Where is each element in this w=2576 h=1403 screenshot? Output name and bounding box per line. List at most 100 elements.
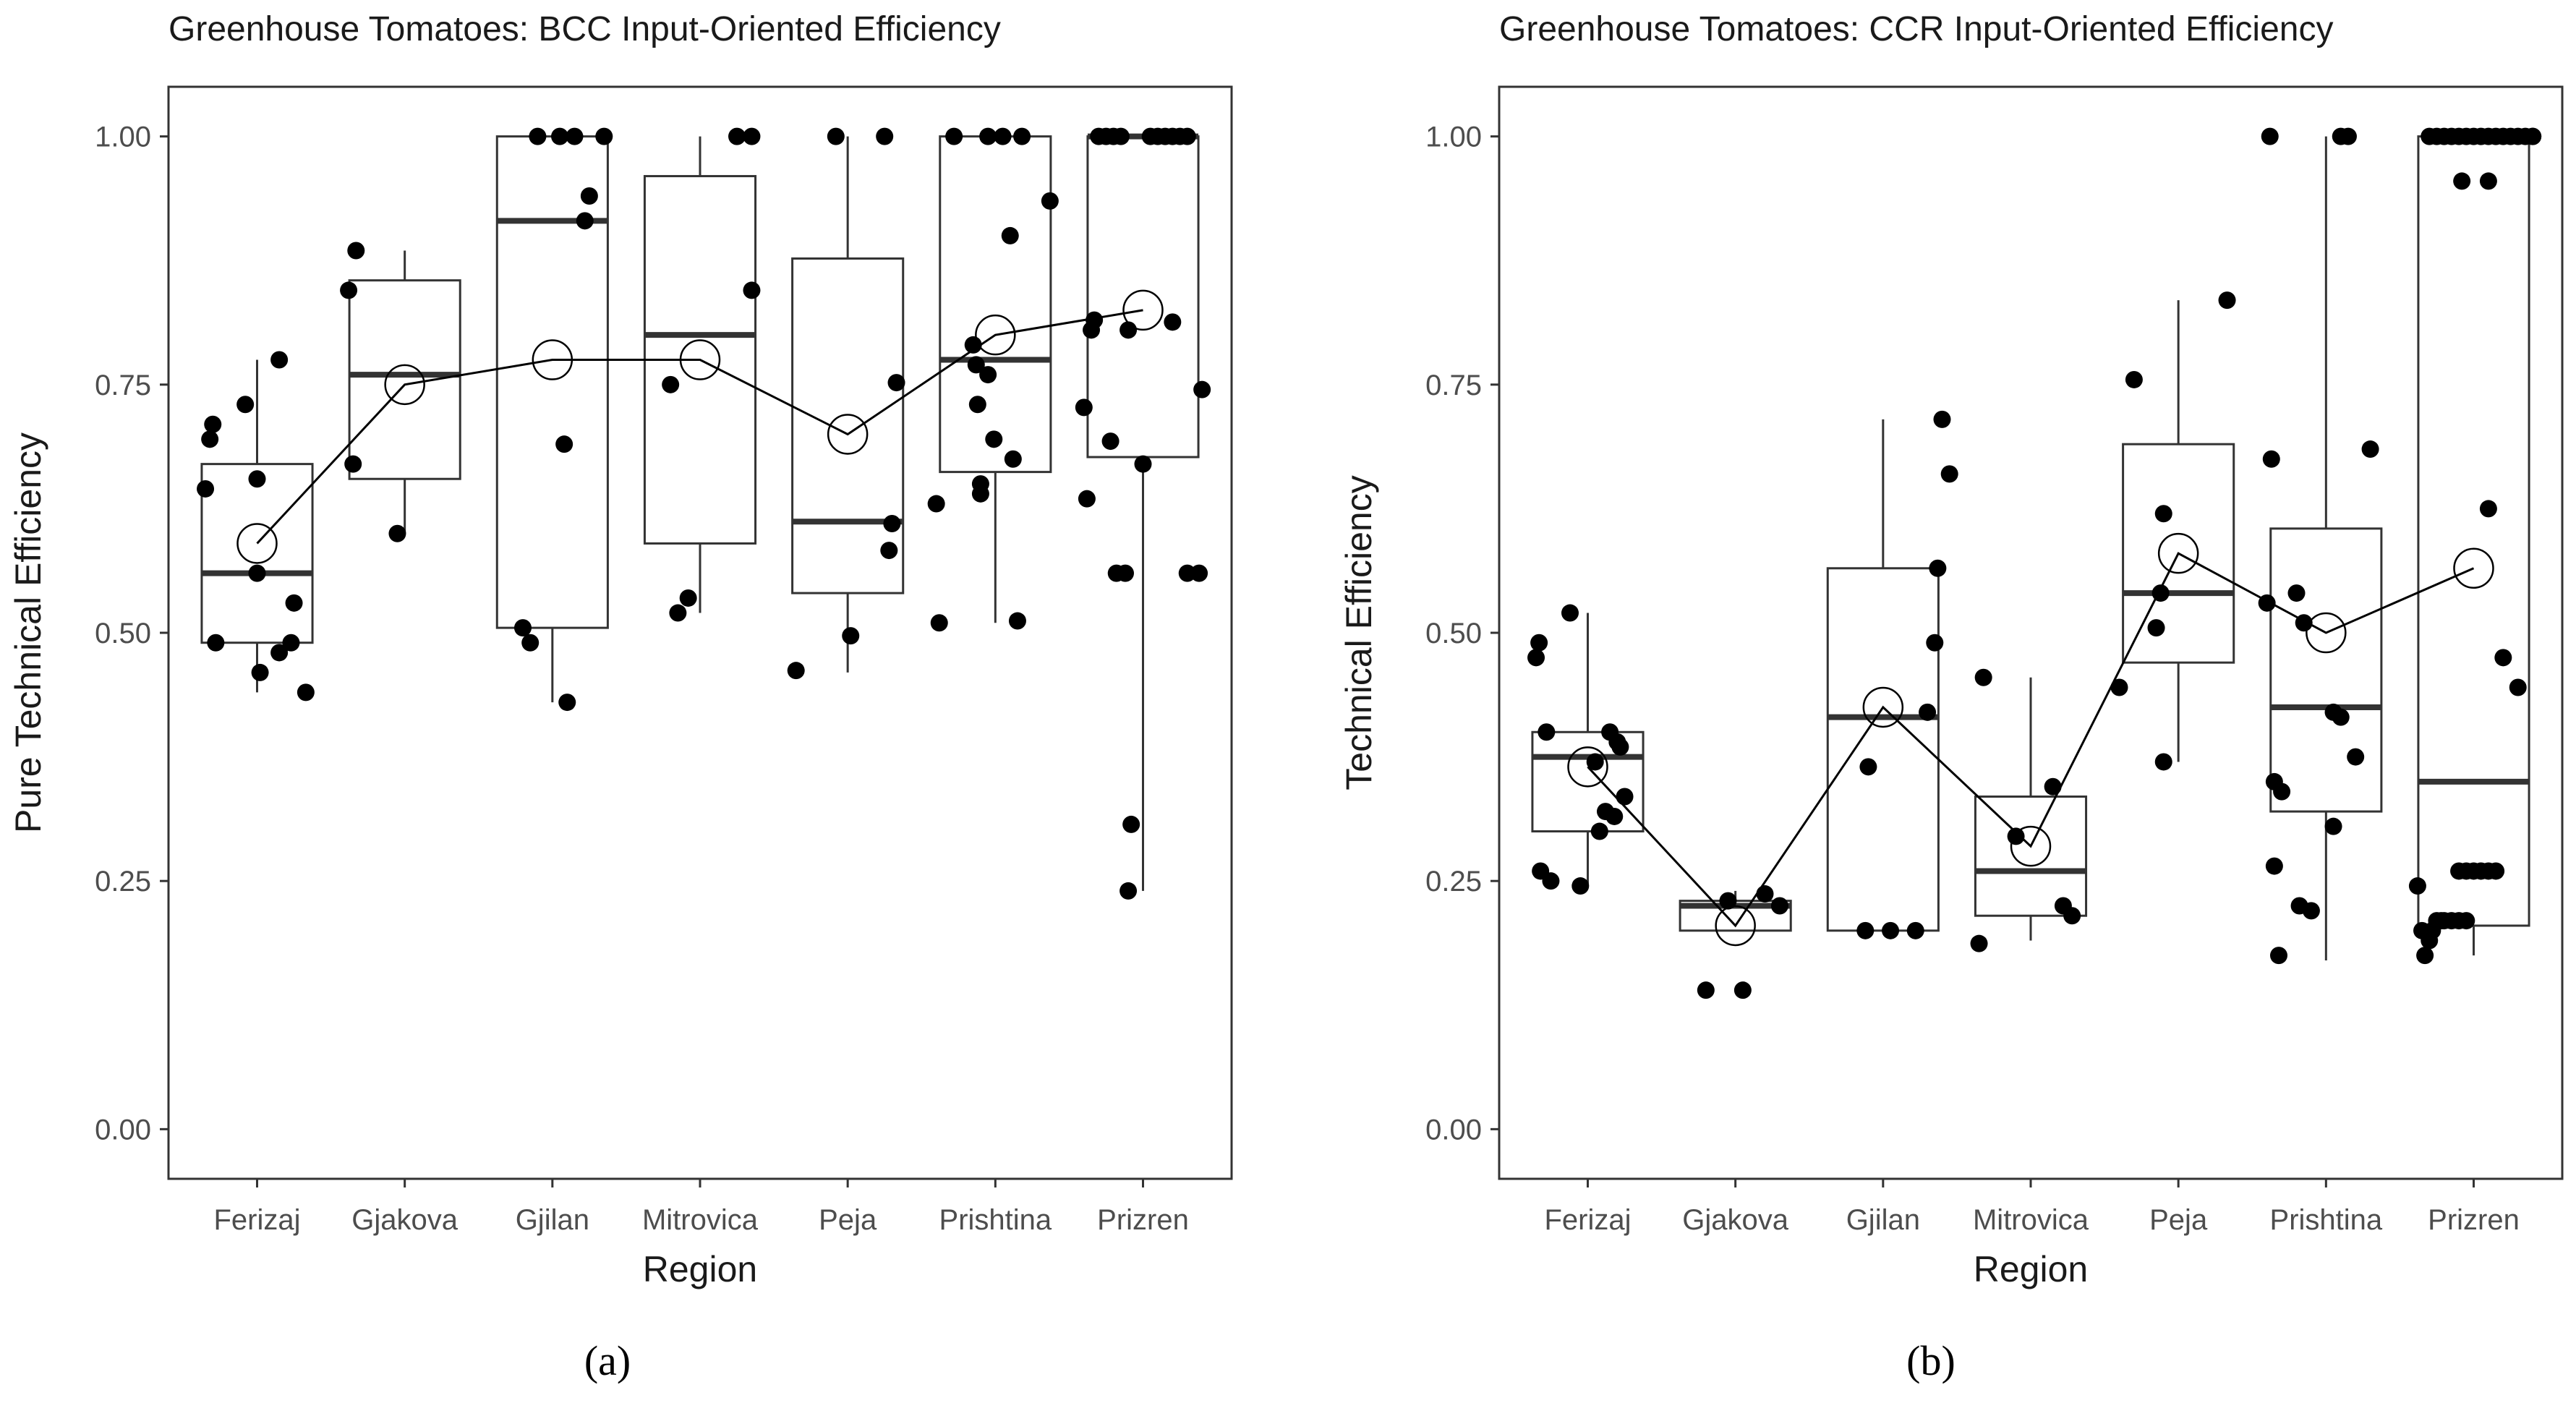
data-point — [2524, 127, 2542, 145]
data-point — [236, 396, 255, 414]
data-point — [2324, 817, 2342, 835]
data-point — [1919, 703, 1937, 721]
data-point — [1004, 450, 1022, 468]
y-tick-label: 0.00 — [1425, 1114, 1482, 1146]
data-point — [344, 455, 362, 473]
data-point — [930, 614, 948, 632]
data-point — [2332, 708, 2350, 726]
box — [495, 135, 609, 629]
data-point — [1926, 634, 1944, 652]
x-tick-label: Prizren — [2428, 1204, 2520, 1236]
y-tick-label: 0.50 — [95, 618, 151, 649]
data-point — [1086, 311, 1104, 329]
data-point — [945, 127, 963, 145]
box — [348, 279, 461, 480]
data-point — [968, 396, 986, 414]
data-point — [2147, 619, 2165, 637]
data-point — [2453, 172, 2471, 190]
y-axis-label: Pure Technical Efficiency — [8, 432, 48, 833]
data-point — [2479, 500, 2497, 518]
data-point — [595, 127, 613, 145]
data-point — [1616, 788, 1634, 806]
mean-marker — [2157, 532, 2199, 574]
data-point — [1906, 921, 1924, 939]
data-point — [2063, 907, 2081, 925]
mean-marker — [679, 339, 721, 380]
mean-marker — [236, 523, 278, 564]
data-point — [2154, 753, 2172, 771]
data-point — [1193, 380, 1211, 398]
data-point — [1882, 921, 1900, 939]
data-point — [827, 127, 845, 145]
data-point — [971, 485, 989, 503]
data-point — [2154, 505, 2172, 523]
data-point — [514, 619, 532, 637]
data-point — [1008, 612, 1026, 630]
mean-marker — [2453, 547, 2494, 589]
data-point — [1134, 455, 1152, 473]
box — [791, 257, 905, 594]
data-point — [1538, 723, 1556, 741]
box — [1974, 796, 2088, 917]
data-point — [994, 127, 1012, 145]
data-point — [2509, 678, 2527, 696]
data-point — [1190, 564, 1208, 582]
data-point — [2302, 902, 2320, 920]
data-point — [1117, 564, 1134, 582]
data-point — [2339, 127, 2357, 145]
data-point — [1571, 877, 1590, 895]
data-point — [2479, 172, 2497, 190]
data-point — [842, 627, 860, 645]
data-point — [1859, 758, 1877, 776]
data-point — [1013, 127, 1031, 145]
data-point — [347, 242, 365, 260]
data-point — [2347, 748, 2365, 766]
data-point — [270, 351, 289, 369]
x-tick-label: Prizren — [1097, 1204, 1189, 1236]
data-point — [1733, 981, 1752, 999]
data-point — [282, 634, 300, 652]
panel-b-chart: Greenhouse Tomatoes: CCR Input-Oriented … — [1339, 10, 2564, 1289]
data-point — [1697, 981, 1715, 999]
data-point — [1970, 934, 1988, 952]
data-point — [2261, 127, 2279, 145]
x-tick-label: Peja — [819, 1204, 877, 1236]
mean-marker — [975, 314, 1016, 356]
data-point — [201, 430, 219, 448]
plot-border — [1498, 85, 2564, 1180]
data-point — [743, 281, 761, 299]
data-point — [204, 415, 222, 433]
data-point — [883, 515, 901, 532]
box — [1531, 730, 1645, 833]
data-point — [1605, 807, 1624, 825]
data-point — [728, 127, 746, 145]
x-tick-label: Gjilan — [1846, 1204, 1920, 1236]
data-point — [207, 634, 225, 652]
data-point — [887, 374, 905, 392]
x-tick-label: Gjilan — [516, 1204, 589, 1236]
data-point — [2218, 291, 2236, 310]
data-point — [529, 127, 547, 145]
data-point — [2265, 857, 2283, 875]
box — [2417, 135, 2530, 927]
data-point — [1119, 882, 1138, 900]
data-point — [285, 594, 303, 612]
data-point — [985, 430, 1003, 448]
data-point — [2044, 777, 2062, 796]
data-point — [1940, 465, 1958, 483]
mean-marker — [384, 364, 425, 406]
data-point — [1001, 226, 1019, 244]
mean-marker — [1715, 905, 1756, 947]
plot-border — [167, 85, 1233, 1180]
data-point — [248, 564, 266, 582]
data-point — [979, 127, 997, 145]
mean-marker — [1122, 289, 1164, 331]
data-point — [580, 187, 598, 205]
data-point — [1164, 313, 1182, 331]
mean-marker — [1862, 686, 1904, 728]
data-point — [979, 366, 997, 384]
data-point — [2007, 827, 2025, 845]
data-point — [1041, 192, 1059, 210]
box — [200, 463, 314, 644]
data-point — [2110, 678, 2128, 696]
